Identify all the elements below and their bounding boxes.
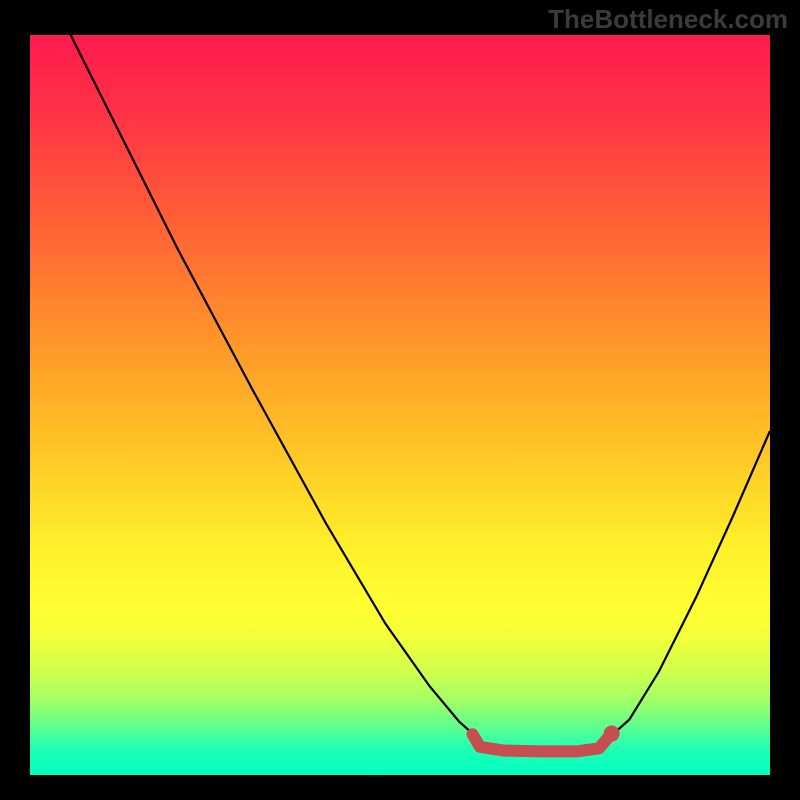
- frame-left: [0, 0, 30, 800]
- bottleneck-chart: [0, 0, 800, 800]
- plot-background: [30, 35, 770, 775]
- canvas-wrap: TheBottleneck.com: [0, 0, 800, 800]
- frame-right: [770, 0, 800, 800]
- watermark-label: TheBottleneck.com: [548, 4, 788, 35]
- optimum-end-dot: [604, 726, 620, 742]
- frame-bottom: [0, 775, 800, 800]
